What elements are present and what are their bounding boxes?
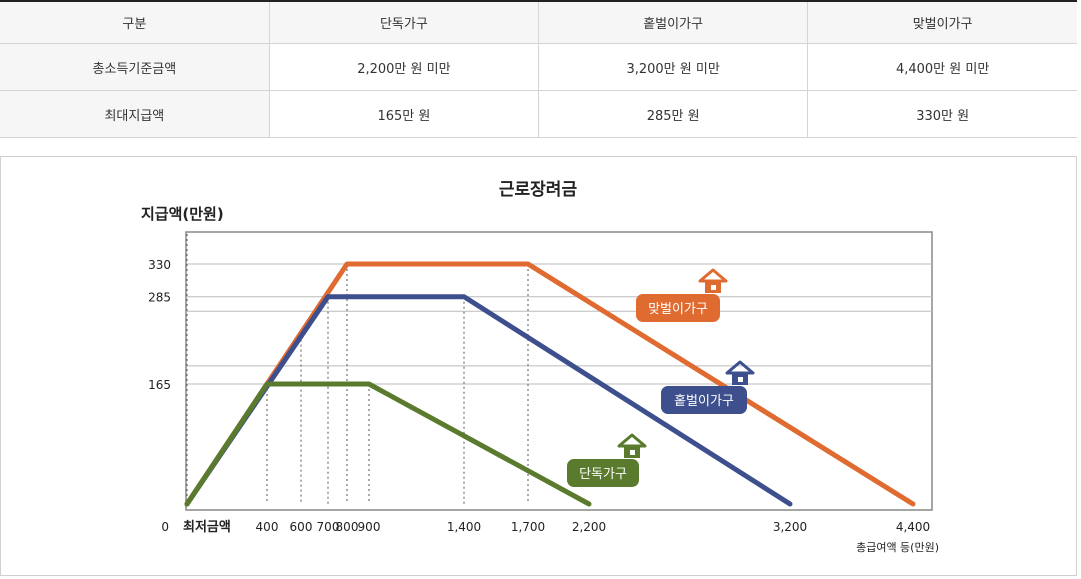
x-tick-label: 1,400	[447, 520, 481, 534]
header-category: 구분	[0, 1, 270, 44]
chart-title: 근로장려금	[499, 180, 578, 200]
x-tick-label: 3,200	[773, 520, 807, 534]
series-label: 단독가구	[567, 459, 639, 487]
series-label-text: 단독가구	[579, 467, 627, 482]
table-header-row: 구분 단독가구 홑벌이가구 맞벌이가구	[0, 1, 1077, 44]
house-window	[711, 285, 716, 290]
x-tick-label: 900	[358, 520, 381, 534]
x-tick-label: 2,200	[572, 520, 606, 534]
x-tick-label: 4,400	[896, 520, 930, 534]
series-label-bg	[661, 386, 747, 414]
y-axis-label: 지급액(만원)	[141, 205, 224, 223]
y-tick-label: 330	[148, 258, 171, 272]
row-label-income: 총소득기준금액	[0, 43, 270, 91]
table-row: 총소득기준금액 2,200만 원 미만 3,200만 원 미만 4,400만 원…	[0, 43, 1077, 91]
series-lines	[184, 261, 916, 507]
info-table-wrap: 구분 단독가구 홑벌이가구 맞벌이가구 총소득기준금액 2,200만 원 미만 …	[0, 0, 1081, 138]
y-tick-label: 165	[148, 378, 171, 392]
series-label-bg	[567, 459, 639, 487]
y-tick-label: 285	[148, 291, 171, 305]
house-icon	[617, 433, 647, 458]
cell-max-single: 165만 원	[269, 90, 540, 138]
header-single: 단독가구	[269, 1, 540, 44]
series-label: 맞벌이가구	[636, 294, 720, 322]
series-label-text: 홑벌이가구	[674, 394, 734, 409]
origin-label: 0	[161, 520, 169, 534]
series-label-text: 맞벌이가구	[648, 302, 708, 317]
x-axis-label: 총급여액 등(만원)	[856, 541, 939, 554]
chart-container: 근로장려금 지급액(만원) 165 285 330 400 600 700 800 900 1…	[0, 156, 1077, 576]
header-single-earner: 홑벌이가구	[538, 1, 809, 44]
series-line	[184, 381, 592, 507]
house-roof	[617, 433, 647, 448]
house-window	[738, 377, 743, 382]
x-tick-label: 800	[336, 520, 359, 534]
series-labels: 단독가구 홑벌이가구 맞벌이가구	[567, 268, 755, 487]
series-label-bg	[636, 294, 720, 322]
y-tick-labels: 165 285 330	[148, 258, 171, 392]
house-icon	[725, 360, 755, 385]
x-tick-label: 600	[290, 520, 313, 534]
cell-income-dual-earner: 4,400만 원 미만	[807, 43, 1077, 91]
x-tick-label: 700	[317, 520, 340, 534]
guide-lines	[186, 234, 529, 504]
house-roof	[698, 268, 728, 283]
row-label-max: 최대지급액	[0, 90, 270, 138]
house-window	[630, 450, 635, 455]
min-wage-label: 최저금액	[183, 520, 231, 535]
header-dual-earner: 맞벌이가구	[807, 1, 1077, 44]
cell-income-single: 2,200만 원 미만	[269, 43, 540, 91]
eligibility-table: 구분 단독가구 홑벌이가구 맞벌이가구 총소득기준금액 2,200만 원 미만 …	[0, 0, 1077, 138]
house-icon	[698, 268, 728, 293]
cell-max-single-earner: 285만 원	[538, 90, 809, 138]
series-label: 홑벌이가구	[661, 386, 747, 414]
cell-income-single-earner: 3,200만 원 미만	[538, 43, 809, 91]
table-row: 최대지급액 165만 원 285만 원 330만 원	[0, 90, 1077, 138]
x-tick-label: 1,700	[511, 520, 545, 534]
plot-frame	[185, 231, 933, 511]
x-tick-label: 400	[256, 520, 279, 534]
cell-max-dual-earner: 330만 원	[807, 90, 1077, 138]
house-roof	[725, 360, 755, 375]
